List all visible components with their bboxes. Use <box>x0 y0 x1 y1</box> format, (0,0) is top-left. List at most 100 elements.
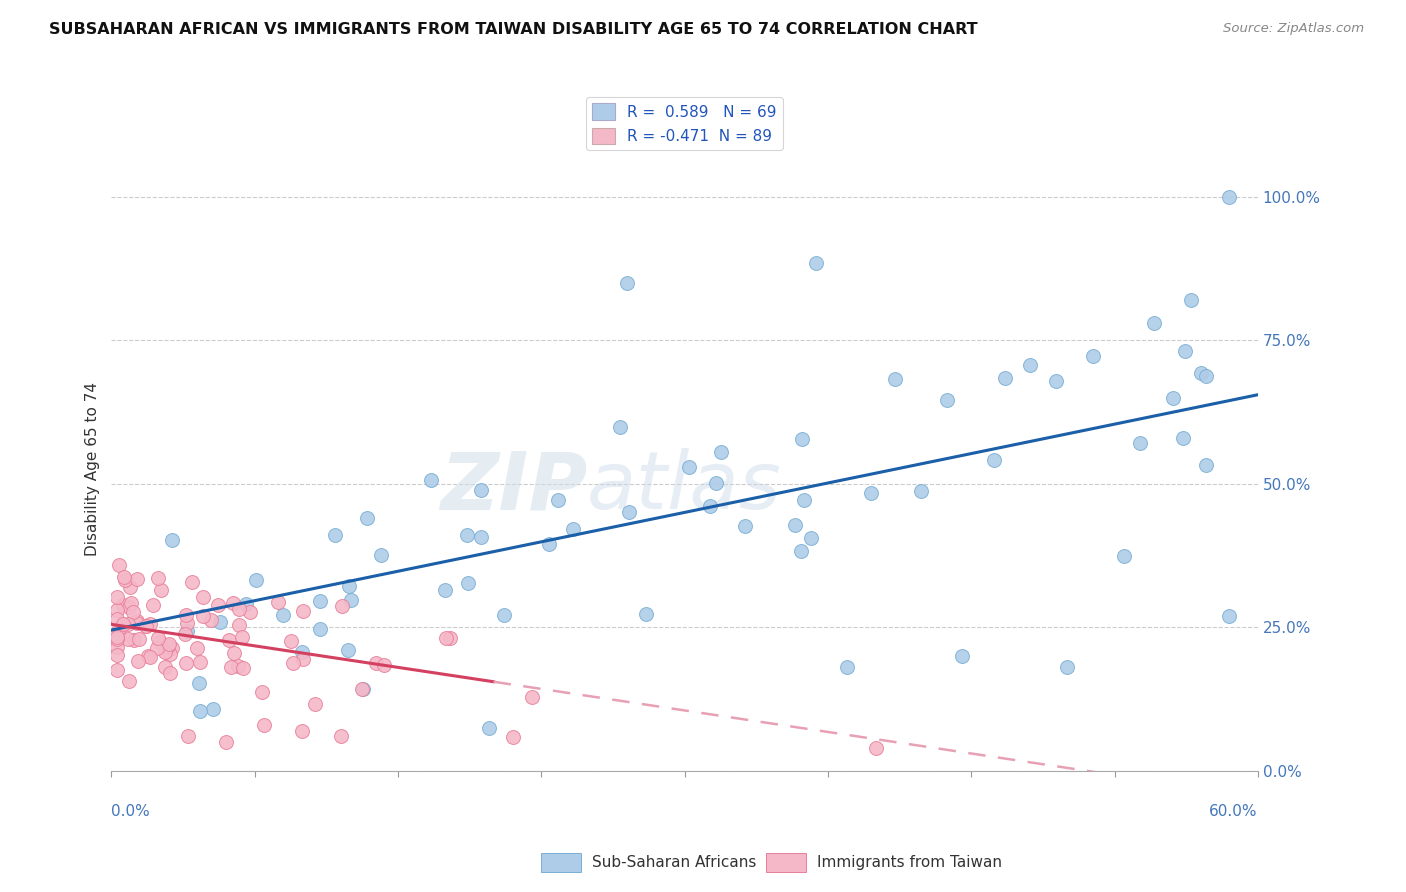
Point <box>291 723 314 738</box>
Point <box>191 590 214 604</box>
Point <box>1189 366 1212 380</box>
Point <box>252 685 274 699</box>
Point <box>329 729 352 743</box>
Point <box>219 659 242 673</box>
Point <box>177 729 200 743</box>
Point <box>1174 344 1197 359</box>
Point <box>793 492 815 507</box>
Text: SUBSAHARAN AFRICAN VS IMMIGRANTS FROM TAIWAN DISABILITY AGE 65 TO 74 CORRELATION: SUBSAHARAN AFRICAN VS IMMIGRANTS FROM TA… <box>49 22 977 37</box>
Point <box>224 646 246 660</box>
Point <box>105 590 128 604</box>
Point <box>176 624 198 639</box>
Point <box>157 637 180 651</box>
Point <box>148 571 170 585</box>
Point <box>1143 317 1166 331</box>
Point <box>1045 374 1067 388</box>
Point <box>187 676 209 690</box>
Point <box>865 740 887 755</box>
Point <box>117 617 139 632</box>
Point <box>290 645 312 659</box>
Point <box>135 619 157 633</box>
Point <box>105 603 128 617</box>
Point <box>253 718 276 732</box>
Point <box>470 483 492 497</box>
Text: 0.0%: 0.0% <box>111 804 150 819</box>
Point <box>710 445 733 459</box>
Point <box>636 607 658 621</box>
Point <box>138 650 160 665</box>
Point <box>128 632 150 647</box>
Point <box>370 548 392 562</box>
Point <box>561 522 583 536</box>
Point <box>337 579 360 593</box>
Point <box>1114 549 1136 563</box>
Point <box>292 604 315 618</box>
Point <box>193 609 215 624</box>
Point <box>108 558 131 572</box>
Point <box>271 608 294 623</box>
Point <box>121 606 143 620</box>
Point <box>1218 608 1240 623</box>
Point <box>304 698 326 712</box>
Point <box>228 618 250 632</box>
Point <box>1194 368 1216 383</box>
Y-axis label: Disability Age 65 to 74: Disability Age 65 to 74 <box>86 383 100 557</box>
Point <box>373 658 395 673</box>
Point <box>209 615 232 629</box>
Point <box>308 622 330 636</box>
Point <box>1195 458 1218 472</box>
Point <box>420 473 443 487</box>
Text: atlas: atlas <box>588 449 782 526</box>
Point <box>176 615 198 630</box>
Point <box>547 493 569 508</box>
Point <box>502 730 524 744</box>
Point <box>105 632 128 646</box>
Point <box>340 593 363 607</box>
Point <box>790 543 813 558</box>
Point <box>860 486 883 500</box>
Point <box>201 702 224 716</box>
Legend: R =  0.589   N = 69, R = -0.471  N = 89: R = 0.589 N = 69, R = -0.471 N = 89 <box>586 97 783 151</box>
Point <box>434 632 457 646</box>
Point <box>456 528 478 542</box>
Text: ZIP: ZIP <box>440 449 588 526</box>
Point <box>188 704 211 718</box>
Point <box>122 633 145 648</box>
Point <box>157 639 180 653</box>
Point <box>699 499 721 513</box>
Point <box>350 682 373 697</box>
Point <box>160 533 183 547</box>
Point <box>330 599 353 614</box>
Point <box>1081 349 1104 363</box>
Point <box>186 641 208 656</box>
Point <box>228 601 250 615</box>
Point <box>207 599 229 613</box>
Point <box>159 647 181 661</box>
Point <box>910 483 932 498</box>
Point <box>117 632 139 646</box>
Point <box>174 607 197 622</box>
Point <box>308 594 330 608</box>
Point <box>136 648 159 663</box>
Point <box>125 614 148 628</box>
Point <box>478 721 501 735</box>
Point <box>146 640 169 655</box>
Point <box>112 570 135 584</box>
Point <box>142 598 165 612</box>
Point <box>135 618 157 632</box>
Point <box>734 519 756 533</box>
Point <box>114 573 136 587</box>
Point <box>280 634 302 648</box>
Point <box>1218 190 1240 204</box>
Point <box>457 576 479 591</box>
Point <box>146 632 169 646</box>
Point <box>1180 293 1202 307</box>
Point <box>470 530 492 544</box>
Point <box>139 616 162 631</box>
Point <box>155 645 177 659</box>
Point <box>283 656 305 670</box>
Point <box>125 615 148 630</box>
Point <box>149 582 172 597</box>
Point <box>118 580 141 594</box>
Point <box>107 622 129 636</box>
